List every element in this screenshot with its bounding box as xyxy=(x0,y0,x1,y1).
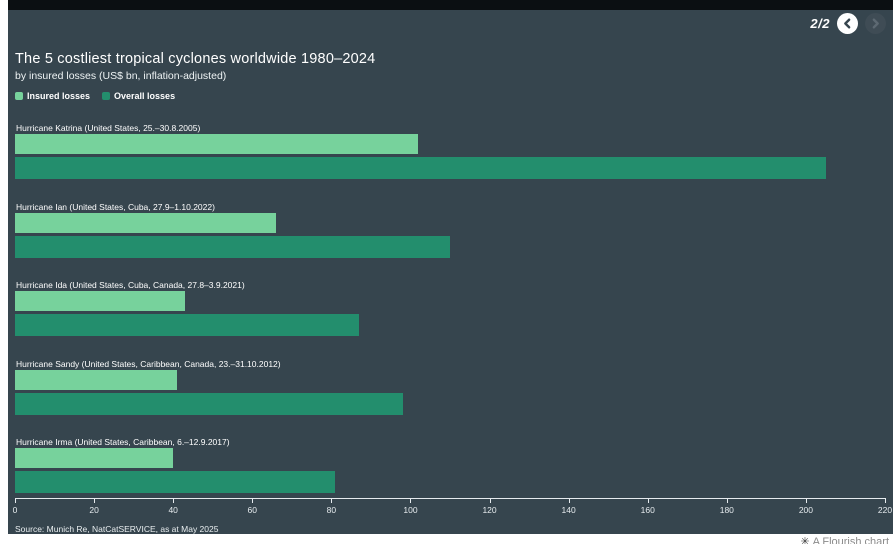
tick-mark xyxy=(252,498,254,503)
tick-label: 120 xyxy=(482,505,497,515)
prev-page-button[interactable] xyxy=(837,13,858,34)
tick-mark xyxy=(94,498,96,503)
insured-losses-swatch xyxy=(15,92,23,100)
chart-title: The 5 costliest tropical cyclones worldw… xyxy=(15,51,376,67)
tick-mark xyxy=(15,498,16,503)
legend-item-overall-losses[interactable]: Overall losses xyxy=(102,91,175,101)
legend-item-insured-losses[interactable]: Insured losses xyxy=(15,91,90,101)
bar-group-label: Hurricane Ida (United States, Cuba, Cana… xyxy=(16,280,245,290)
bar-group-label: Hurricane Irma (United States, Caribbean… xyxy=(16,437,230,447)
tick-label: 100 xyxy=(403,505,418,515)
overall-losses-bar[interactable] xyxy=(15,471,336,493)
insured-losses-bar[interactable] xyxy=(15,291,186,311)
overall-losses-bar[interactable] xyxy=(15,157,826,179)
chart-area: 2/2 The 5 costliest tropical cyclones wo… xyxy=(8,10,893,534)
chevron-right-icon xyxy=(869,17,882,30)
chevron-left-icon xyxy=(841,17,854,30)
bar-group-label: Hurricane Ian (United States, Cuba, 27.9… xyxy=(16,201,215,212)
tick-mark xyxy=(489,498,491,503)
bar-group: Hurricane Ian (United States, Cuba, 27.9… xyxy=(15,202,885,274)
flourish-logo-icon: ✳ xyxy=(800,536,810,544)
overall-losses-swatch xyxy=(102,92,111,100)
bar-group: Hurricane Katrina (United States, 25.–30… xyxy=(15,123,885,195)
credit-strip: ✳ A Flourish chart xyxy=(8,534,893,544)
bar-group: Hurricane Ida (United States, Cuba, Cana… xyxy=(15,280,885,352)
insured-losses-bar[interactable] xyxy=(15,134,419,154)
tick-mark xyxy=(726,498,728,503)
bar-group: Hurricane Sandy (United States, Caribbea… xyxy=(15,359,885,431)
bar-group-label: Hurricane Katrina (United States, 25.–30… xyxy=(16,123,201,133)
tick-mark xyxy=(173,498,175,503)
source-note: Source: Munich Re, NatCatSERVICE, as at … xyxy=(15,524,219,534)
tick-label: 140 xyxy=(561,505,576,515)
tick-label: 220 xyxy=(877,505,893,515)
tick-label: 160 xyxy=(640,505,655,515)
legend-label: Insured losses xyxy=(27,91,91,101)
tick-label: 60 xyxy=(247,505,257,515)
tick-mark xyxy=(410,498,412,503)
next-page-button[interactable] xyxy=(865,13,886,34)
tick-label: 40 xyxy=(168,505,178,515)
chart-subtitle: by insured losses (US$ bn, inflation-adj… xyxy=(15,70,227,82)
tick-label: 0 xyxy=(12,505,18,515)
tick-mark xyxy=(647,498,649,503)
tick-mark xyxy=(331,498,333,503)
page-indicator: 2/2 xyxy=(810,16,830,31)
plot-area: Hurricane Katrina (United States, 25.–30… xyxy=(15,10,885,534)
insured-losses-bar[interactable] xyxy=(15,369,178,390)
overall-losses-bar[interactable] xyxy=(15,314,360,336)
tick-mark xyxy=(805,498,807,503)
tick-mark xyxy=(885,498,886,503)
flourish-credit-link[interactable]: ✳ A Flourish chart xyxy=(800,535,889,544)
bar-group: Hurricane Irma (United States, Caribbean… xyxy=(15,437,885,509)
x-axis: 0 20 40 60 80 100 120 140 160 180 200 220 xyxy=(13,498,892,515)
overall-losses-bar[interactable] xyxy=(15,235,450,258)
flourish-credit-text: A Flourish chart xyxy=(812,536,889,544)
insured-losses-bar[interactable] xyxy=(15,448,174,468)
legend-label: Overall losses xyxy=(114,91,176,101)
insured-losses-bar[interactable] xyxy=(15,212,276,233)
top-bar xyxy=(8,0,893,10)
tick-label: 20 xyxy=(89,505,99,515)
pagination: 2/2 xyxy=(810,13,886,34)
legend: Insured losses Overall losses xyxy=(15,91,175,101)
tick-label: 180 xyxy=(719,505,734,515)
tick-mark xyxy=(568,498,570,503)
tick-label: 80 xyxy=(326,505,337,515)
overall-losses-bar[interactable] xyxy=(15,392,403,415)
tick-label: 200 xyxy=(798,505,813,515)
bar-group-label: Hurricane Sandy (United States, Caribbea… xyxy=(16,358,281,369)
